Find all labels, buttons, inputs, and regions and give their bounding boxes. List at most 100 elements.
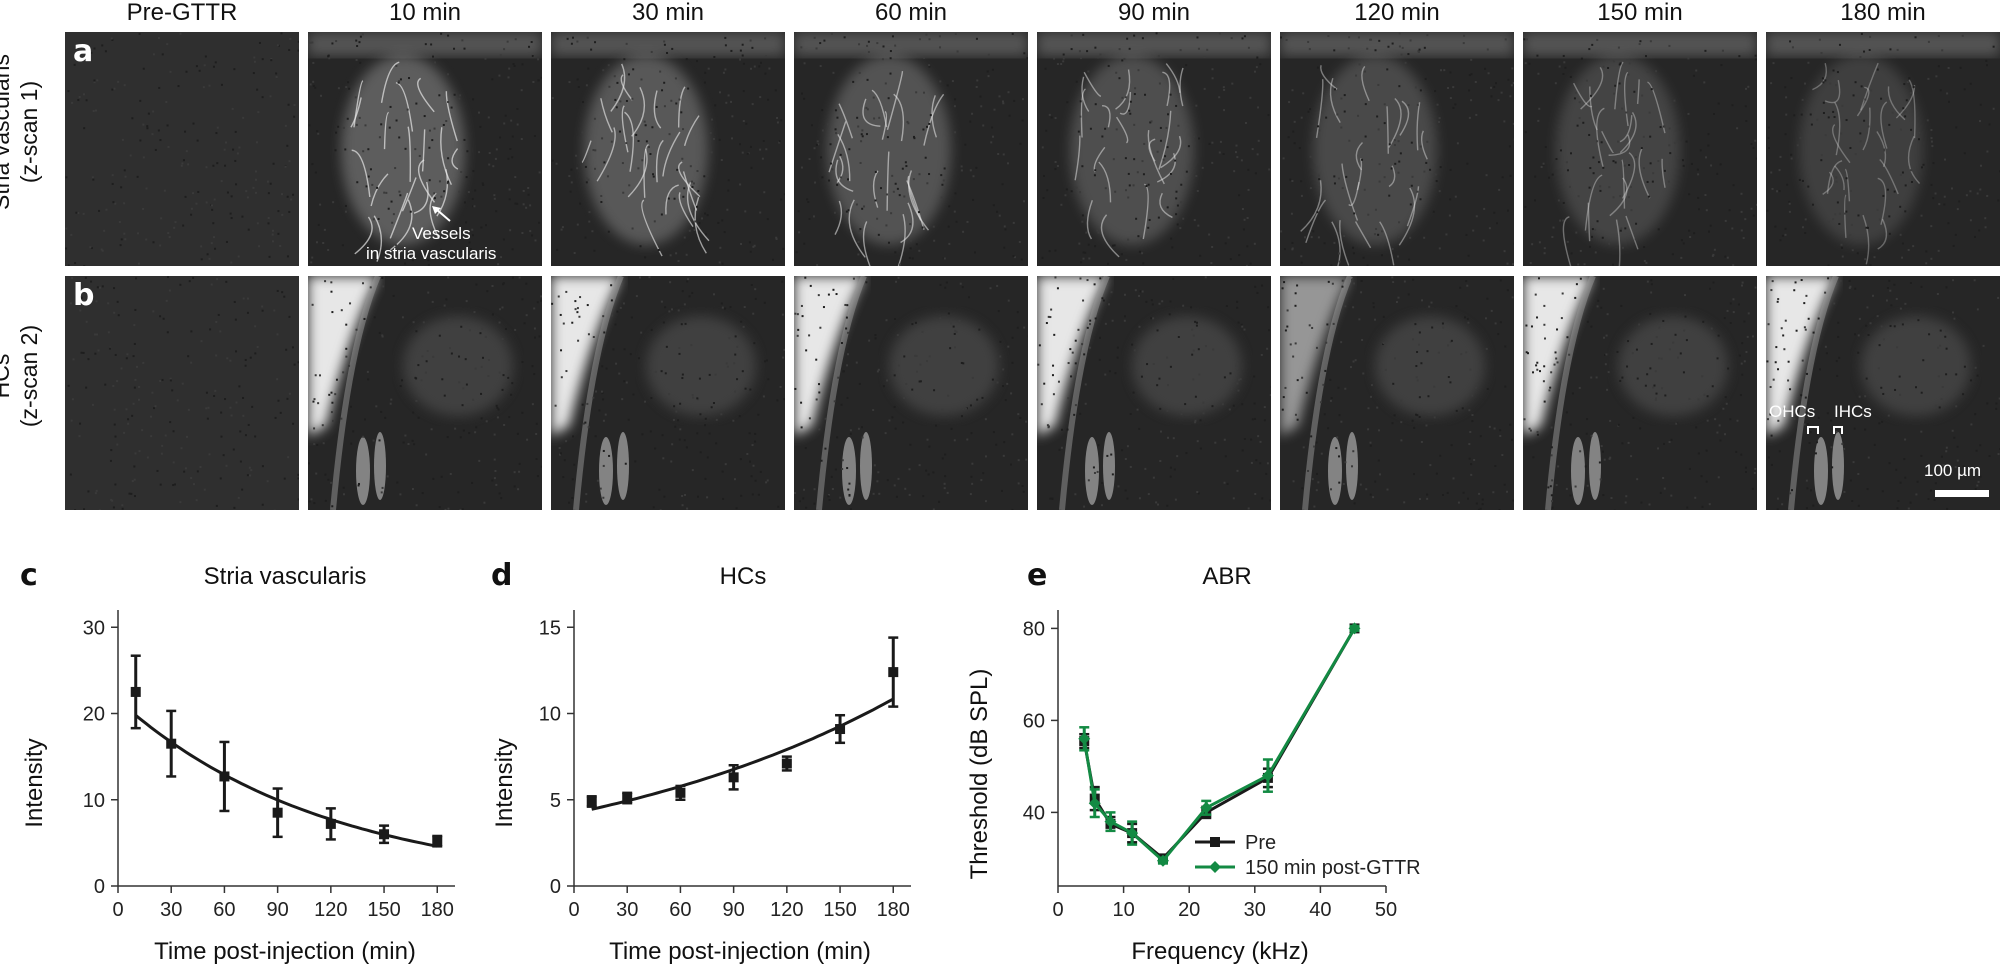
x-tick-label: 0 — [1052, 899, 1063, 921]
timepoint-header: 150 min — [1597, 0, 1683, 26]
hc-image-tile — [65, 276, 299, 510]
x-tick-label: 10 — [1112, 899, 1134, 921]
data-point — [781, 758, 792, 769]
x-tick-label: 20 — [1178, 899, 1200, 921]
series-line — [1082, 627, 1356, 861]
data-point — [622, 793, 633, 804]
data-point — [379, 829, 390, 840]
legend-label: Pre — [1245, 832, 1276, 854]
hc-image-tile — [551, 276, 785, 510]
timepoint-header: 180 min — [1840, 0, 1926, 26]
data-point — [1261, 769, 1274, 782]
stria-image-tile — [794, 32, 1028, 266]
chart-c-xlabel: Time post-injection (min) — [154, 938, 416, 965]
x-tick-label: 120 — [770, 899, 803, 921]
data-point — [1078, 732, 1091, 745]
ohcs-label: OHCs — [1769, 402, 1816, 421]
x-tick-label: 60 — [669, 899, 691, 921]
x-tick-label: 0 — [568, 899, 579, 921]
hc-image-tile — [1523, 276, 1757, 510]
y-tick-label: 10 — [83, 790, 105, 812]
scale-bar-label: 100 µm — [1924, 461, 1982, 480]
y-tick-label: 80 — [1023, 618, 1045, 640]
ihcs-label: IHCs — [1834, 402, 1872, 421]
chart-e-title: ABR — [1202, 563, 1252, 590]
x-tick-label: 180 — [877, 899, 910, 921]
stria-image-tile — [551, 32, 785, 266]
chart-e-xlabel: Frequency (kHz) — [1131, 938, 1309, 965]
x-tick-label: 90 — [723, 899, 745, 921]
hc-image-tile — [1037, 276, 1271, 510]
data-point — [1126, 827, 1139, 840]
hc-image-tile — [308, 276, 542, 510]
data-point — [1348, 622, 1361, 635]
stria-image-tile — [1280, 32, 1514, 266]
data-point — [1088, 797, 1101, 810]
vessels-arrow-icon — [432, 206, 451, 222]
y-tick-label: 60 — [1023, 710, 1045, 732]
timepoint-header: 90 min — [1117, 0, 1191, 26]
x-tick-label: 50 — [1375, 899, 1397, 921]
chart-d-xlabel: Time post-injection (min) — [609, 938, 871, 965]
y-tick-label: 0 — [94, 876, 105, 898]
panel-letter-e: e — [1027, 558, 1048, 593]
legend-marker — [1210, 837, 1220, 847]
data-point — [586, 796, 597, 807]
x-tick-label: 90 — [267, 899, 289, 921]
chart-c-title: Stria vascularis — [203, 563, 367, 590]
data-point — [728, 772, 739, 783]
y-tick-label: 15 — [539, 617, 561, 639]
stria-image-tile — [65, 32, 299, 266]
data-point — [432, 836, 443, 847]
timepoint-header: 120 min — [1354, 0, 1440, 26]
data-point — [325, 818, 336, 829]
data-point — [888, 667, 899, 678]
y-tick-label: 20 — [83, 704, 105, 726]
series-line — [1082, 627, 1356, 863]
vessels-annotation-line2: in stria vascularis — [366, 244, 497, 263]
y-tick-label: 40 — [1023, 802, 1045, 824]
data-point — [675, 787, 686, 798]
y-tick-label: 10 — [539, 704, 561, 726]
x-tick-label: 60 — [213, 899, 235, 921]
hc-image-tile — [1280, 276, 1514, 510]
x-tick-label: 30 — [160, 899, 182, 921]
stria-image-tile — [1766, 32, 2000, 266]
y-tick-label: 5 — [550, 790, 561, 812]
x-tick-label: 120 — [314, 899, 347, 921]
x-tick-label: 30 — [616, 899, 638, 921]
data-point — [835, 724, 846, 735]
hair-cell-brackets-icon — [1807, 426, 1843, 434]
stria-image-tile — [1037, 32, 1271, 266]
data-point — [1104, 815, 1117, 828]
data-point — [1200, 801, 1213, 814]
vessels-annotation-line1: Vessels — [412, 224, 471, 243]
x-tick-label: 0 — [112, 899, 123, 921]
hc-image-tile — [794, 276, 1028, 510]
data-point — [219, 771, 230, 782]
panel-letter-b: b — [73, 278, 95, 313]
timepoint-header: 30 min — [631, 0, 705, 26]
legend-marker — [1209, 861, 1221, 873]
panel-letter-a: a — [73, 34, 94, 69]
timepoint-header: 60 min — [874, 0, 948, 26]
hc-image-tile — [1766, 276, 2000, 510]
stria-image-tile — [1523, 32, 1757, 266]
x-tick-label: 150 — [823, 899, 856, 921]
x-tick-label: 150 — [367, 899, 400, 921]
panel-letter-d: d — [491, 558, 513, 593]
x-tick-label: 30 — [1244, 899, 1266, 921]
timepoint-header: Pre-GTTR — [126, 0, 238, 26]
legend-label: 150 min post-GTTR — [1245, 857, 1421, 879]
scale-bar — [1935, 490, 1989, 497]
x-tick-label: 40 — [1309, 899, 1331, 921]
timepoint-header: 10 min — [388, 0, 462, 26]
data-point — [272, 807, 283, 818]
x-tick-label: 180 — [421, 899, 454, 921]
data-point — [166, 738, 177, 749]
data-point — [130, 686, 141, 697]
data-point — [1156, 854, 1169, 867]
